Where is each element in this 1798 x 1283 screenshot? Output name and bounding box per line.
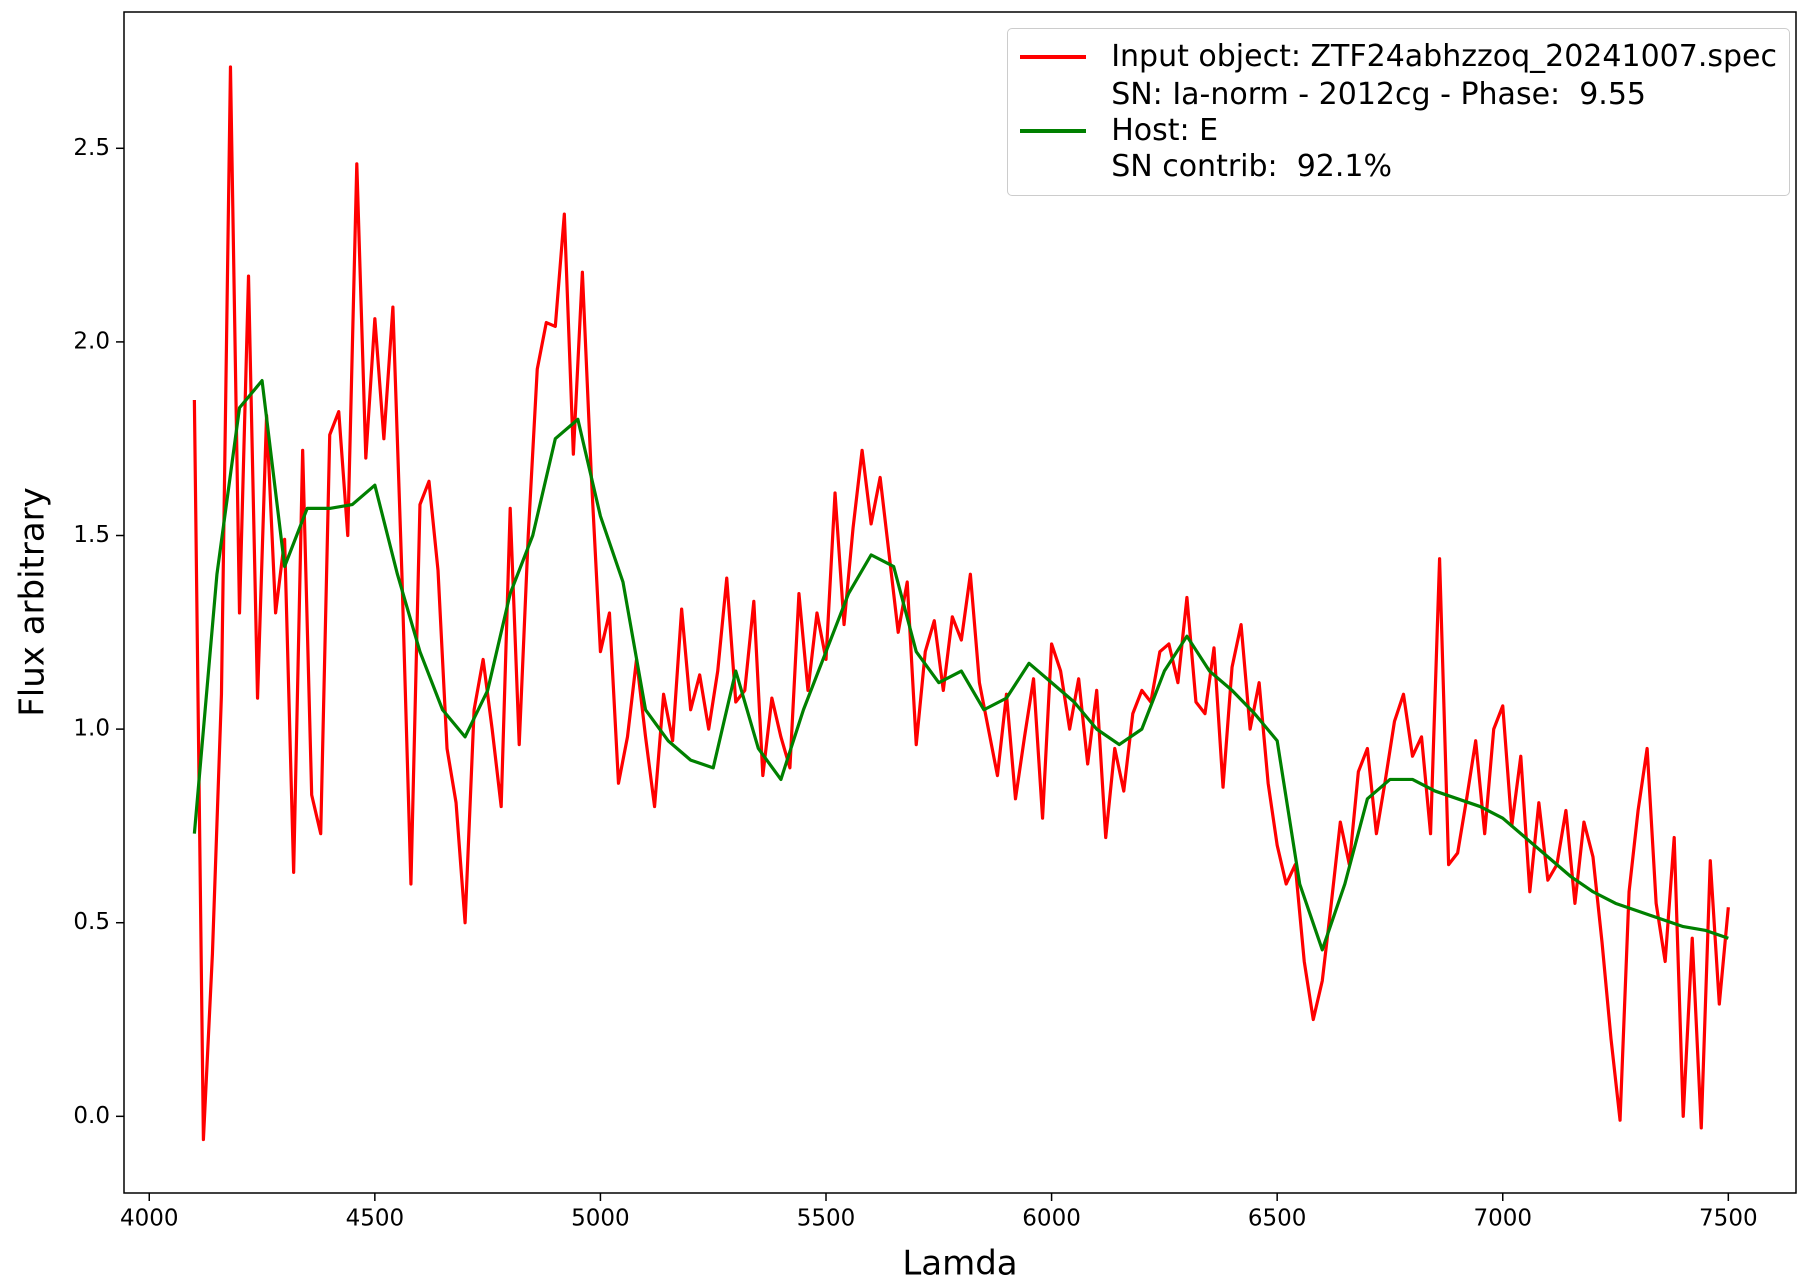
legend: Input object: ZTF24abhzzoq_20241007.spec… (1007, 28, 1790, 196)
y-tick-label: 0.5 (73, 909, 110, 935)
x-tick-label: 5000 (571, 1206, 630, 1232)
legend-swatch (1020, 55, 1087, 59)
legend-label: SN: Ia-norm - 2012cg - Phase: 9.55 Host:… (1111, 77, 1647, 184)
legend-entry: SN: Ia-norm - 2012cg - Phase: 9.55 Host:… (1020, 77, 1777, 185)
x-tick-label: 6500 (1248, 1206, 1307, 1232)
x-tick-label: 6000 (1022, 1206, 1081, 1232)
x-tick-label: 7000 (1473, 1206, 1532, 1232)
legend-entry: Input object: ZTF24abhzzoq_20241007.spec (1020, 39, 1777, 75)
y-tick-label: 0.0 (73, 1103, 110, 1129)
plot-frame (123, 11, 1797, 1194)
y-axis-label: Flux arbitrary (13, 487, 53, 717)
series-line (192, 65, 1730, 1142)
y-tick-label: 1.5 (73, 522, 110, 548)
x-tick-label: 4500 (346, 1206, 405, 1232)
legend-label: Input object: ZTF24abhzzoq_20241007.spec (1111, 39, 1777, 74)
x-tick-label: 5500 (797, 1206, 856, 1232)
series-line (192, 379, 1729, 952)
legend-swatch (1020, 129, 1087, 133)
y-tick-label: 1.0 (73, 716, 110, 742)
x-tick-label: 4000 (120, 1206, 179, 1232)
x-axis-label: Lamda (902, 1244, 1017, 1283)
x-tick-label: 7500 (1699, 1206, 1758, 1232)
y-tick-label: 2.5 (73, 135, 110, 161)
y-tick-label: 2.0 (73, 328, 110, 354)
